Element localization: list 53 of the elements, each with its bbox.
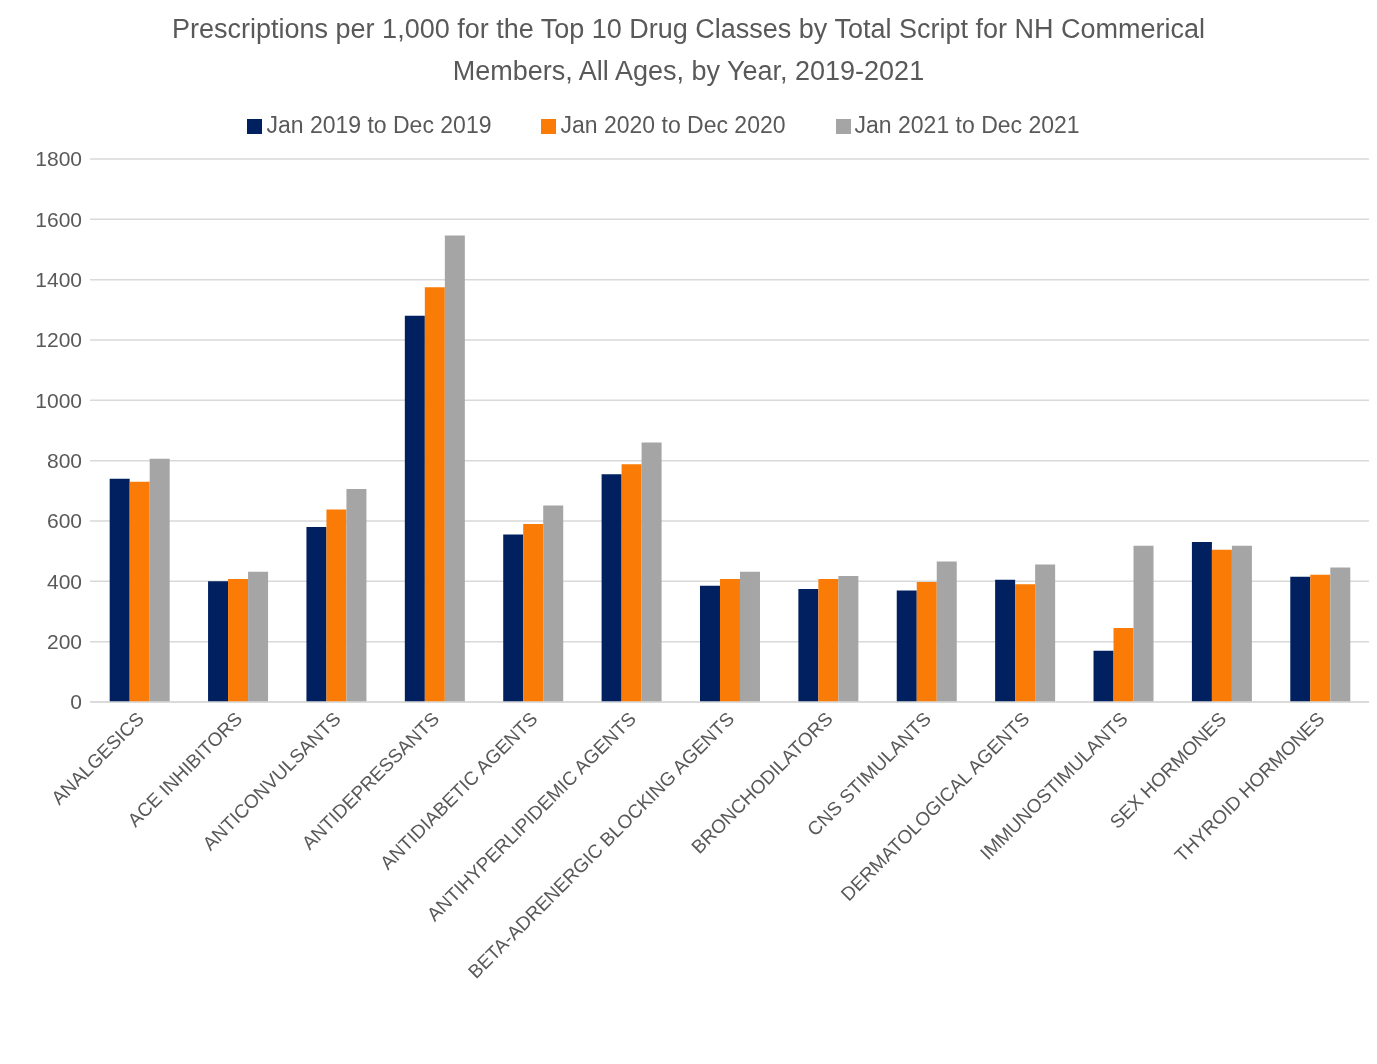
bar <box>936 561 957 702</box>
bar <box>444 235 465 702</box>
y-tick-label: 1400 <box>35 268 82 292</box>
y-tick-label: 1000 <box>35 388 82 412</box>
y-tick-label: 1800 <box>35 147 82 171</box>
bar <box>543 505 564 702</box>
bar <box>1290 576 1311 702</box>
bar <box>346 489 367 702</box>
bar <box>995 579 1016 702</box>
chart-title: Prescriptions per 1,000 for the Top 10 Drug Classes by Total Script for NH Commerical Members, All Ages, by Year, 2019-2021 <box>171 13 1206 88</box>
bar <box>306 527 327 702</box>
bar <box>149 458 170 702</box>
bar <box>228 578 249 702</box>
bar <box>129 481 150 702</box>
bar <box>326 509 347 702</box>
bar <box>1133 545 1154 702</box>
bar <box>1191 542 1212 702</box>
y-tick-label: 1200 <box>35 328 82 352</box>
y-tick-label: 1600 <box>35 207 82 231</box>
bar <box>523 524 544 702</box>
bar <box>1211 549 1232 702</box>
bar <box>1093 650 1114 702</box>
bar <box>719 578 740 702</box>
bar <box>1310 574 1331 702</box>
y-tick-label: 600 <box>46 509 82 533</box>
y-tick-label: 200 <box>46 630 82 654</box>
bar <box>404 315 425 702</box>
bar <box>739 571 760 702</box>
bar <box>798 588 819 702</box>
bar <box>503 534 524 702</box>
y-tick-label: 0 <box>70 690 82 714</box>
bar <box>109 478 130 702</box>
bar <box>424 287 445 702</box>
y-tick-label: 800 <box>46 449 82 473</box>
bar <box>1015 584 1036 702</box>
y-tick-label: 400 <box>46 569 82 593</box>
bar <box>1113 628 1134 702</box>
legend-label: Jan 2020 to Dec 2020 <box>560 112 786 138</box>
bar <box>818 578 839 702</box>
bar <box>248 571 269 702</box>
bar <box>896 590 917 702</box>
bar <box>1330 567 1351 702</box>
legend-label: Jan 2019 to Dec 2019 <box>266 112 492 138</box>
bar <box>621 464 642 702</box>
bar <box>1231 545 1252 702</box>
bar <box>916 581 937 702</box>
bar <box>1035 564 1056 702</box>
bar <box>601 474 622 702</box>
bar <box>208 581 229 702</box>
bar <box>699 585 720 702</box>
legend-label: Jan 2021 to Dec 2021 <box>854 112 1080 138</box>
bar <box>641 442 662 702</box>
bar <box>838 575 859 702</box>
